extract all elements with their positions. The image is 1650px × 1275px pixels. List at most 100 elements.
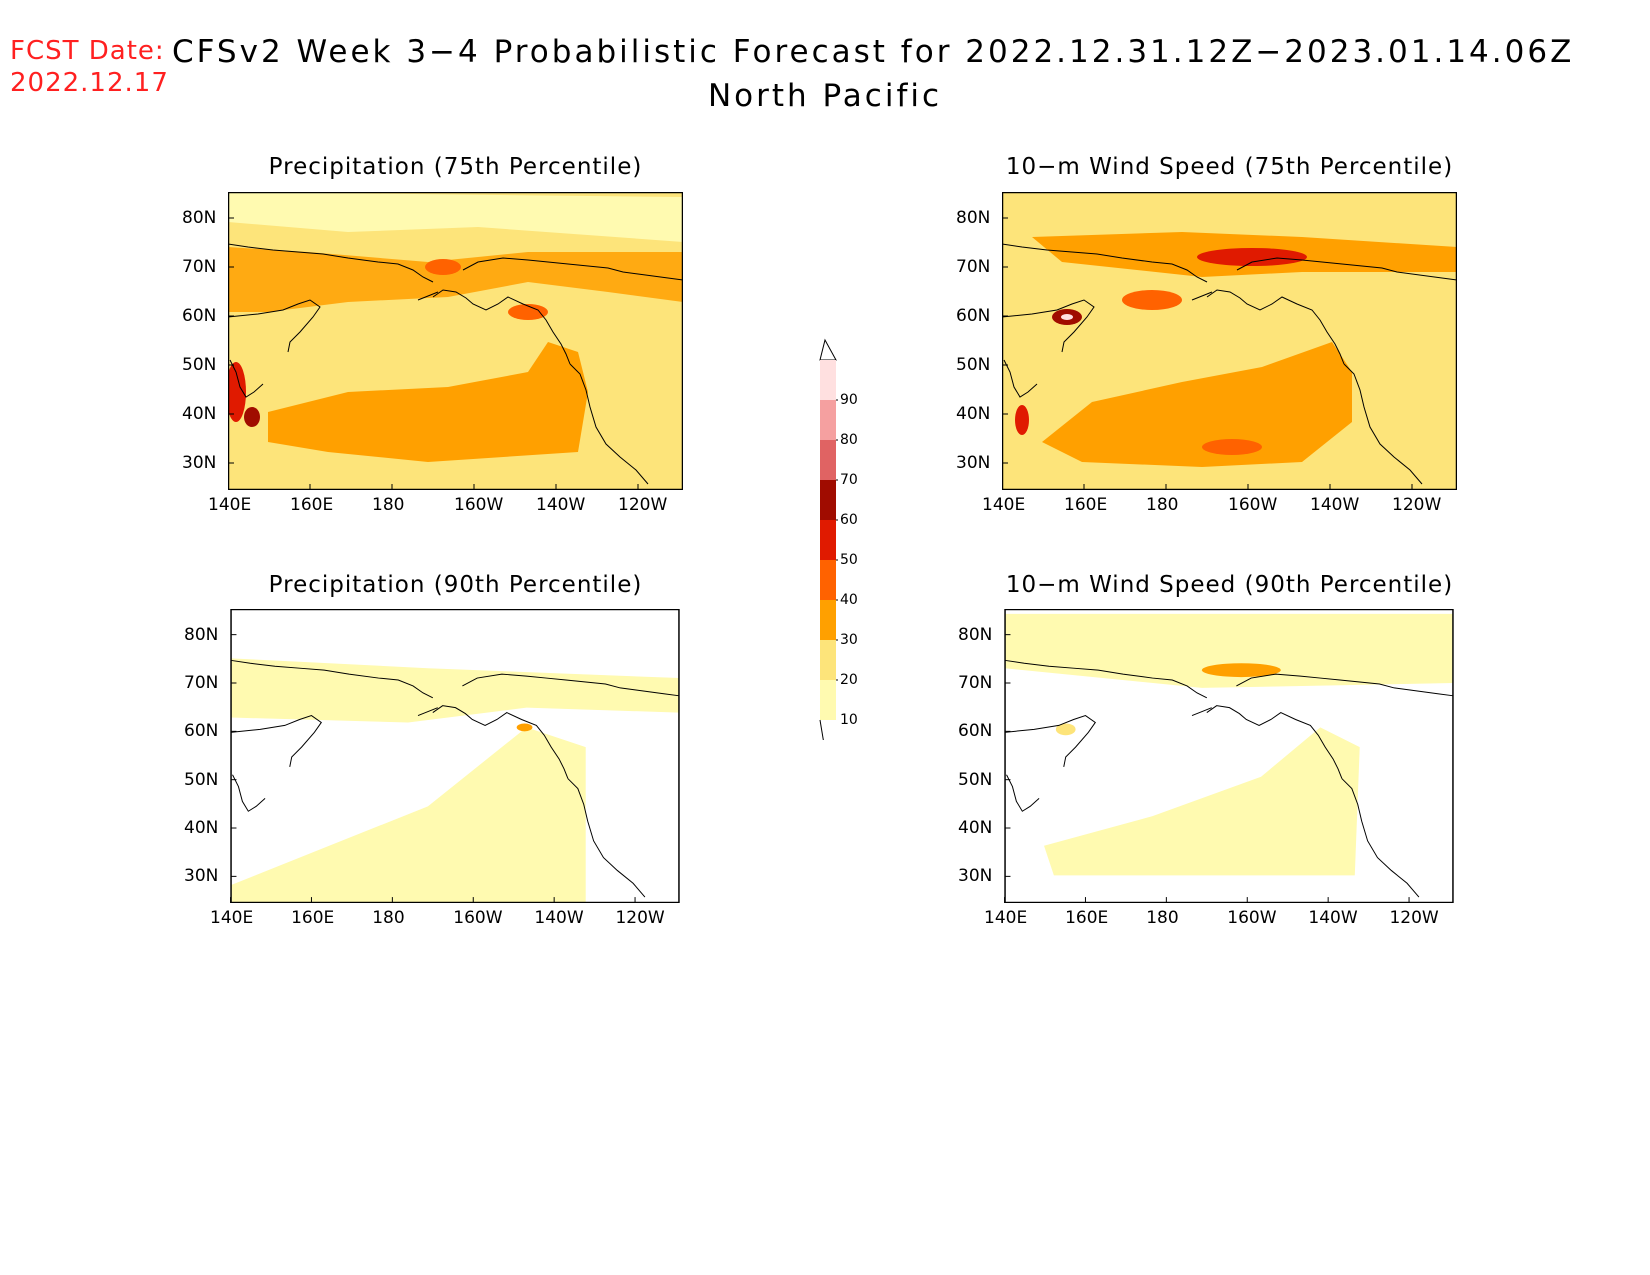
colorbar-segment — [820, 560, 836, 600]
colorbar-segment — [820, 680, 836, 720]
coastline — [230, 659, 434, 699]
colorbar-segment — [820, 400, 836, 440]
field-low — [228, 192, 683, 242]
colorbar-label: 70 — [840, 472, 858, 488]
main-title: CFSv2 Week 3−4 Probabilistic Forecast fo… — [172, 34, 1575, 70]
field-band — [230, 658, 680, 723]
field-blob — [268, 342, 588, 462]
field-spot — [1122, 290, 1182, 310]
lat-tick-label: 80N — [182, 208, 217, 228]
coastline — [462, 257, 683, 281]
lat-tick-label: 60N — [956, 306, 991, 326]
coastline — [1236, 673, 1454, 697]
fcst-date-label: FCST Date: — [10, 36, 165, 66]
colorbar-segment — [820, 440, 836, 480]
field-blob — [230, 727, 586, 903]
lat-tick-label: 80N — [958, 624, 993, 645]
coastline — [230, 715, 323, 767]
lon-tick-label: 160W — [1228, 495, 1278, 515]
lon-tick-label: 180 — [372, 908, 405, 928]
coastline — [228, 243, 434, 283]
colorbar-segment — [820, 360, 836, 400]
lat-tick-label: 50N — [956, 355, 991, 375]
lat-tick-label: 80N — [956, 208, 991, 228]
lat-tick-label: 40N — [956, 404, 991, 424]
lon-tick-label: 120W — [1392, 495, 1442, 515]
field-blob — [1042, 342, 1352, 467]
colorbar-label: 30 — [840, 632, 858, 648]
lat-tick-label: 60N — [958, 721, 993, 742]
lon-tick-label: 140E — [208, 495, 252, 515]
lon-tick-label: 120W — [1389, 908, 1439, 928]
coastline — [1002, 243, 1208, 283]
lat-tick-label: 50N — [958, 769, 993, 790]
colorbar-segment — [820, 480, 836, 520]
coastline — [1341, 778, 1420, 898]
map-frame — [230, 609, 680, 903]
lon-tick-label: 140E — [984, 908, 1028, 928]
lon-tick-label: 160W — [453, 908, 503, 928]
coastline — [229, 359, 264, 398]
lon-tick-label: 180 — [1146, 908, 1179, 928]
coastline — [1003, 359, 1038, 398]
lat-tick-label: 70N — [184, 672, 219, 693]
field-spot — [508, 304, 548, 320]
field-spot — [244, 407, 260, 427]
map-panel-wind90 — [1004, 609, 1454, 903]
colorbar-segment — [820, 640, 836, 680]
region-title: North Pacific — [707, 78, 943, 114]
coastline — [432, 705, 569, 779]
field-blob — [1044, 727, 1360, 876]
lat-tick-label: 40N — [184, 818, 219, 839]
field-spot — [1197, 248, 1307, 266]
lon-tick-label: 160E — [290, 495, 334, 515]
panel-title-precip90: Precipitation (90th Percentile) — [268, 572, 643, 598]
map-frame — [228, 192, 683, 490]
colorbar-label: 10 — [840, 712, 858, 728]
field-spot — [1055, 723, 1076, 736]
colorbar-label: 20 — [840, 672, 858, 688]
lon-tick-label: 160E — [1064, 495, 1108, 515]
lat-tick-label: 60N — [184, 721, 219, 742]
coastline — [1206, 705, 1343, 779]
map-panel-precip75 — [228, 192, 683, 490]
coastline — [569, 363, 649, 485]
lon-tick-label: 120W — [615, 908, 665, 928]
field-spot — [1201, 663, 1281, 678]
colorbar-top-cap — [819, 338, 837, 361]
lon-tick-label: 140W — [1308, 908, 1358, 928]
lat-tick-label: 30N — [182, 453, 217, 473]
lat-tick-label: 70N — [958, 672, 993, 693]
panel-title-precip75: Precipitation (75th Percentile) — [268, 154, 643, 180]
coastline — [1004, 715, 1097, 767]
lon-tick-label: 140E — [210, 908, 254, 928]
lon-tick-label: 180 — [1146, 495, 1179, 515]
coastline — [1191, 707, 1212, 717]
lat-tick-label: 80N — [184, 624, 219, 645]
map-panel-wind75 — [1002, 192, 1457, 490]
coastline — [1006, 774, 1040, 812]
field-spot — [425, 259, 461, 275]
coastline — [1191, 291, 1213, 301]
coastline — [432, 289, 571, 365]
colorbar-label: 90 — [840, 392, 858, 408]
lon-tick-label: 180 — [372, 495, 405, 515]
colorbar-bottom-cap — [819, 719, 824, 740]
coastline — [462, 673, 680, 697]
coastline — [417, 291, 439, 301]
colorbar-label: 50 — [840, 552, 858, 568]
colorbar-segment — [820, 520, 836, 560]
field-spot — [1061, 314, 1073, 320]
map-frame — [1004, 609, 1454, 903]
lon-tick-label: 140W — [1310, 495, 1360, 515]
coastline — [1206, 289, 1345, 365]
colorbar-label: 60 — [840, 512, 858, 528]
coastline — [567, 778, 646, 898]
lon-tick-label: 140E — [982, 495, 1026, 515]
coastline — [1004, 659, 1208, 699]
field-spot — [1015, 405, 1029, 435]
lon-tick-label: 120W — [618, 495, 668, 515]
lat-tick-label: 40N — [958, 818, 993, 839]
panel-title-wind75: 10−m Wind Speed (75th Percentile) — [1005, 154, 1454, 180]
field-band — [228, 247, 683, 312]
